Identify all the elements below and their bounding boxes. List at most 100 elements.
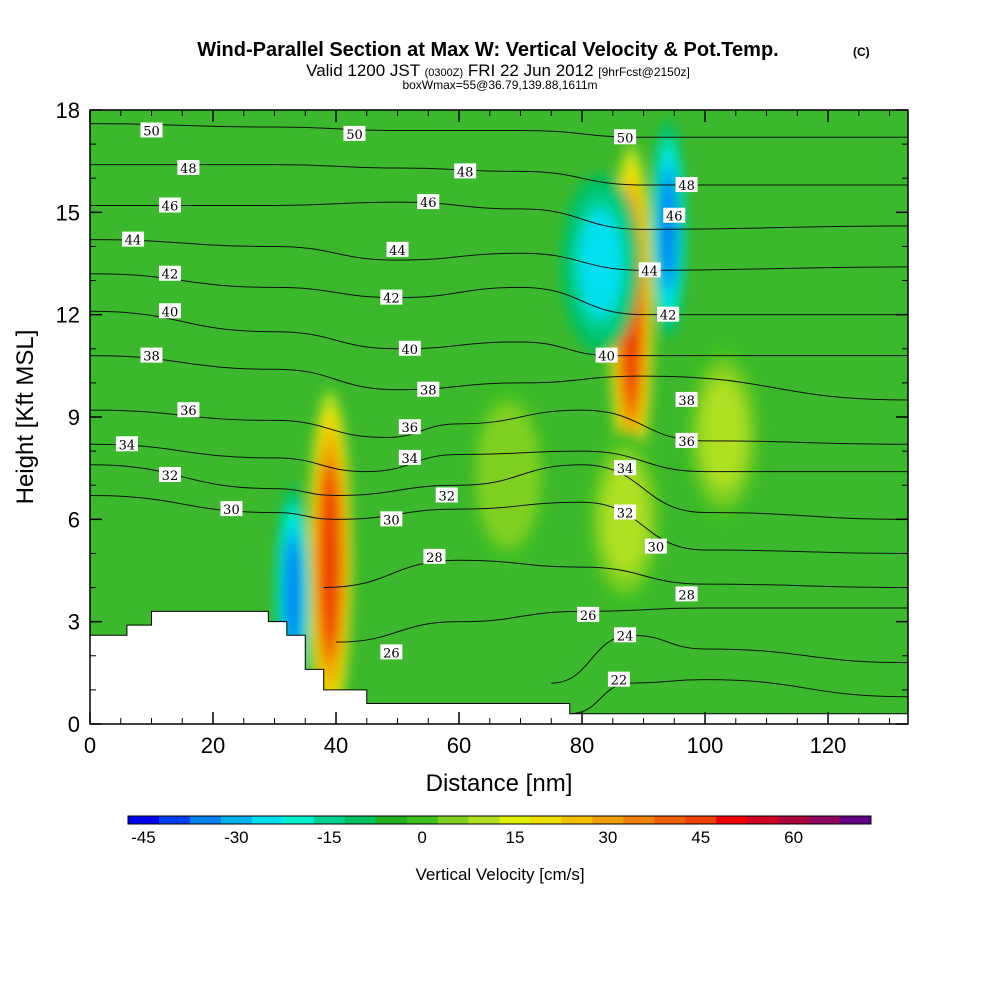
theta-contour-38 [90,355,908,401]
colorbar-swatch [561,816,593,824]
theta-contour-24 [551,634,908,684]
svg-text:28: 28 [426,551,443,566]
colorbar-swatch [251,816,284,824]
velocity-band [486,420,530,529]
contour-label-38: 38 [417,381,440,399]
colorbar-tick-label: 15 [506,828,525,847]
colorbar-tick-label: 45 [691,828,710,847]
contour-label-22: 22 [607,671,630,689]
contour-label-26: 26 [577,606,600,624]
contour-label-38: 38 [140,347,163,365]
contour-label-44: 44 [386,241,409,259]
colorbar-swatch [716,816,748,824]
colorbar-swatch [158,816,191,824]
colorbar-swatch [128,816,160,824]
contour-label-44: 44 [122,231,145,249]
svg-text:46: 46 [666,210,683,225]
svg-text:50: 50 [143,124,160,139]
velocity-band [285,539,301,650]
colorbar-swatch [840,816,872,824]
contour-labels: 50 50 50 48 48 48 46 46 46 44 44 44 42 42 42 40 40 40 38 38… [115,122,698,689]
x-tick-label: 120 [810,733,847,758]
plot-area: 50 50 50 48 48 48 46 46 46 44 44 44 42 42 42 40 40 40 38 38… [90,110,908,724]
contour-label-50: 50 [614,129,637,146]
svg-text:50: 50 [346,128,363,143]
colorbar-frame [127,815,872,825]
x-tick-label: 0 [84,733,96,758]
theta-contour-34 [90,443,908,473]
svg-text:34: 34 [119,438,136,453]
velocity-band [579,209,622,318]
box-note: boxWmax=55@36.79,139.88,1611m [402,78,597,92]
velocity-feature-6 [683,344,764,525]
colorbar-tick-label: 60 [784,828,803,847]
svg-text:42: 42 [660,309,677,324]
colorbar-tick-label: 30 [598,828,617,847]
svg-text:28: 28 [678,588,695,603]
contour-label-32: 32 [158,466,181,484]
colorbar-swatch [809,816,841,824]
terrain-mask [90,610,908,724]
svg-text:50: 50 [617,131,634,146]
contour-label-38: 38 [675,391,698,409]
svg-text:42: 42 [383,292,400,307]
contour-label-30: 30 [220,501,243,518]
contour-label-36: 36 [177,402,200,419]
colorbar-swatch [654,816,686,824]
colorbar-tick-label: 0 [417,828,426,847]
svg-text:34: 34 [617,462,634,477]
velocity-band [702,380,745,489]
svg-text:26: 26 [383,646,400,661]
contour-label-40: 40 [158,303,181,320]
svg-text:36: 36 [402,421,419,436]
colorbar-swatch [499,816,531,824]
x-tick-label: 60 [447,733,471,758]
y-tick-label: 6 [68,507,80,532]
colorbar-swatch [623,816,655,824]
y-tick-label: 12 [56,303,80,328]
x-tick-label: 40 [324,733,348,758]
colorbar: -45 -30 -15 0 15 30 45 60 [127,815,872,847]
contour-label-36: 36 [675,432,698,450]
contour-label-40: 40 [595,347,618,365]
theta-contour-28 [323,559,908,589]
colorbar-swatch [592,816,624,824]
svg-text:44: 44 [125,234,142,249]
theta-contour-36 [90,409,908,445]
svg-text:46: 46 [162,200,179,215]
colorbar-swatch [220,816,253,824]
contour-label-48: 48 [675,177,698,194]
colorbar-label: Vertical Velocity [cm/s] [415,865,584,884]
svg-text:38: 38 [420,384,437,399]
colorbar-swatch [375,816,408,824]
y-tick-label: 3 [68,610,80,635]
contour-label-50: 50 [343,125,366,143]
svg-text:36: 36 [180,404,197,419]
y-axis-label: Height [Kft MSL] [12,330,39,505]
contour-label-46: 46 [663,207,686,225]
x-tick-label: 100 [687,733,724,758]
velocity-feature-3 [560,173,641,354]
contour-label-26: 26 [380,644,403,661]
x-tick-label: 80 [570,733,594,758]
contour-label-40: 40 [398,340,421,358]
y-tick-label: 0 [68,712,80,737]
svg-text:46: 46 [420,196,437,211]
contour-label-34: 34 [398,449,421,467]
svg-text:40: 40 [162,305,179,320]
contour-label-32: 32 [614,504,637,522]
colorbar-swatch [437,816,470,824]
contour-label-42: 42 [158,265,181,283]
theta-contour-40 [90,310,908,357]
contour-label-30: 30 [380,511,403,528]
contour-label-44: 44 [638,262,661,279]
colorbar-tick-label: -45 [131,828,156,847]
contour-label-34: 34 [614,460,637,477]
contour-label-42: 42 [380,289,403,307]
theta-contour-44 [90,239,908,271]
svg-text:48: 48 [678,179,695,194]
theta-contour-32 [90,464,908,520]
contour-label-28: 28 [675,586,698,603]
